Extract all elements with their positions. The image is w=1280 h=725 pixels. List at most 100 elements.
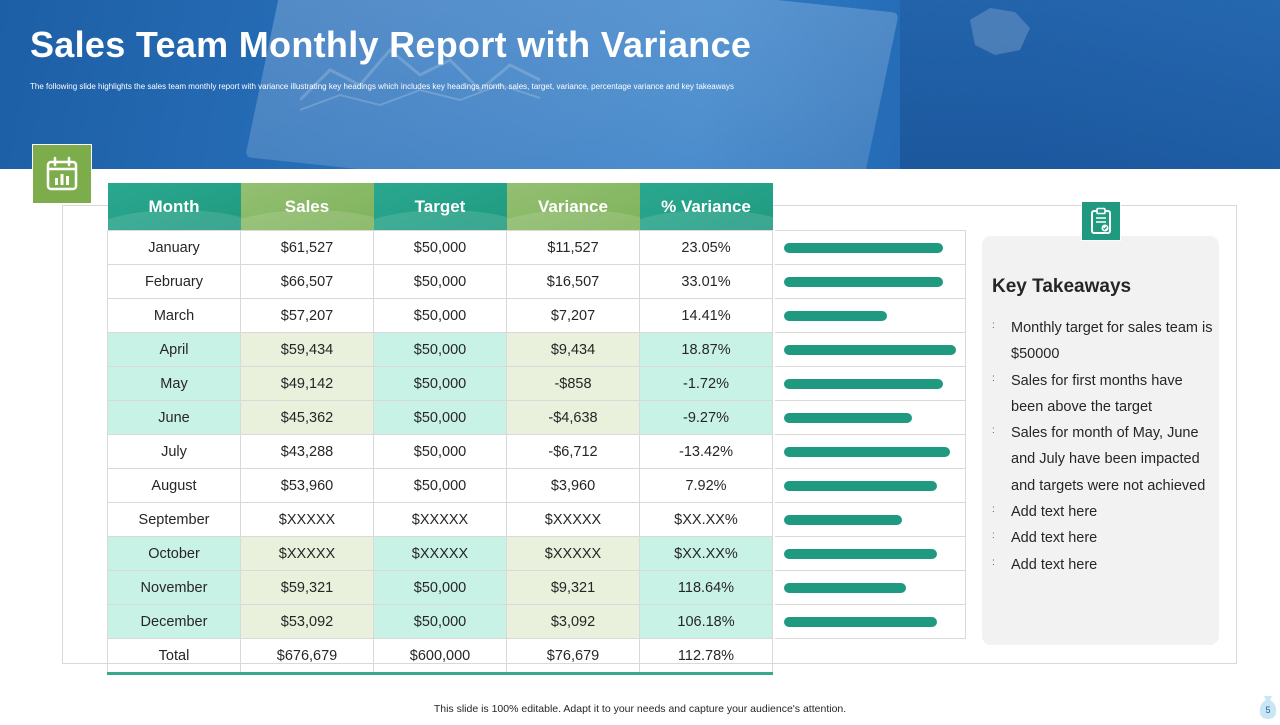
table-cell-variance: $9,321	[506, 570, 640, 605]
table-cell-month: April	[107, 332, 241, 367]
bar-row	[775, 299, 966, 333]
table-row: February $66,507 $50,000 $16,507 33.01%	[107, 264, 773, 299]
table-cell-month: November	[107, 570, 241, 605]
table-cell-month: March	[107, 298, 241, 333]
table-row: October $XXXXX $XXXXX $XXXXX $XX.XX%	[107, 536, 773, 571]
table-cell-sales: $45,362	[240, 400, 374, 435]
table-cell-variance: $16,507	[506, 264, 640, 299]
table-cell-pct: 106.18%	[639, 604, 773, 639]
calendar-chart-icon	[32, 144, 92, 204]
table-cell-month: July	[107, 434, 241, 469]
table-cell-variance: $3,092	[506, 604, 640, 639]
table-row: September $XXXXX $XXXXX $XXXXX $XX.XX%	[107, 502, 773, 537]
total-cell-month: Total	[107, 638, 241, 675]
table-cell-sales: $43,288	[240, 434, 374, 469]
table-cell-target: $50,000	[373, 434, 507, 469]
bar-row	[775, 230, 966, 265]
column-header-sales: Sales	[240, 183, 374, 231]
table-cell-sales: $53,960	[240, 468, 374, 503]
table-row: April $59,434 $50,000 $9,434 18.87%	[107, 332, 773, 367]
variance-bar	[784, 345, 956, 355]
takeaway-item: Sales for first months have been above t…	[992, 366, 1214, 421]
bar-row	[775, 367, 966, 401]
table-cell-variance: $11,527	[506, 230, 640, 265]
total-cell-target: $600,000	[373, 638, 507, 675]
table-cell-sales: $XXXXX	[240, 536, 374, 571]
variance-bar	[784, 243, 943, 253]
variance-bar	[784, 447, 950, 457]
bar-row	[775, 265, 966, 299]
table-cell-variance: -$4,638	[506, 400, 640, 435]
key-takeaways-title: Key Takeaways	[992, 276, 1132, 297]
column-header-variance: Variance	[506, 183, 640, 231]
variance-bar	[784, 413, 912, 423]
table-cell-pct: 18.87%	[639, 332, 773, 367]
table-cell-month: December	[107, 604, 241, 639]
table-cell-variance: -$6,712	[506, 434, 640, 469]
total-cell-sales: $676,679	[240, 638, 374, 675]
table-cell-sales: $53,092	[240, 604, 374, 639]
table-cell-pct: -1.72%	[639, 366, 773, 401]
table-cell-variance: -$858	[506, 366, 640, 401]
table-cell-pct: $XX.XX%	[639, 536, 773, 571]
bar-row	[775, 537, 966, 571]
variance-bar	[784, 583, 906, 593]
table-cell-sales: $66,507	[240, 264, 374, 299]
table-cell-target: $50,000	[373, 230, 507, 265]
footer-note: This slide is 100% editable. Adapt it to…	[433, 703, 847, 715]
header-banner	[0, 0, 1280, 169]
takeaway-item: Sales for month of May, June and July ha…	[992, 418, 1214, 499]
takeaway-item: Add text here	[992, 523, 1214, 551]
table-cell-variance: $7,207	[506, 298, 640, 333]
table-cell-target: $50,000	[373, 604, 507, 639]
table-row: January $61,527 $50,000 $11,527 23.05%	[107, 230, 773, 265]
table-cell-sales: $59,321	[240, 570, 374, 605]
bar-row	[775, 571, 966, 605]
table-cell-target: $50,000	[373, 468, 507, 503]
variance-bar	[784, 379, 943, 389]
page-title: Sales Team Monthly Report with Variance	[30, 24, 752, 65]
variance-bar	[784, 549, 937, 559]
column-header-pct-variance: % Variance	[639, 183, 773, 231]
takeaway-item: Add text here	[992, 550, 1214, 578]
table-cell-pct: -13.42%	[639, 434, 773, 469]
table-cell-target: $XXXXX	[373, 536, 507, 571]
table-row: July $43,288 $50,000 -$6,712 -13.42%	[107, 434, 773, 469]
table-cell-sales: $49,142	[240, 366, 374, 401]
table-row: August $53,960 $50,000 $3,960 7.92%	[107, 468, 773, 503]
table-cell-target: $50,000	[373, 400, 507, 435]
table-cell-target: $50,000	[373, 570, 507, 605]
table-cell-pct: 7.92%	[639, 468, 773, 503]
column-header-target: Target	[373, 183, 507, 231]
page-subtitle: The following slide highlights the sales…	[30, 82, 734, 91]
variance-bar	[784, 515, 902, 525]
page-number-icon: 5	[1258, 693, 1278, 720]
table-cell-variance: $XXXXX	[506, 502, 640, 537]
table-cell-month: October	[107, 536, 241, 571]
table-cell-target: $50,000	[373, 332, 507, 367]
table-cell-variance: $9,434	[506, 332, 640, 367]
table-cell-sales: $59,434	[240, 332, 374, 367]
table-row: November $59,321 $50,000 $9,321 118.64%	[107, 570, 773, 605]
table-cell-target: $50,000	[373, 366, 507, 401]
table-row: June $45,362 $50,000 -$4,638 -9.27%	[107, 400, 773, 435]
sales-variance-table: Month Sales Target Variance % Variance J…	[107, 183, 773, 675]
table-header-row: Month Sales Target Variance % Variance	[107, 183, 773, 231]
table-row: December $53,092 $50,000 $3,092 106.18%	[107, 604, 773, 639]
column-header-month: Month	[107, 183, 241, 231]
key-takeaways-list: Monthly target for sales team is $50000 …	[992, 313, 1214, 578]
table-cell-pct: 118.64%	[639, 570, 773, 605]
bar-row	[775, 435, 966, 469]
table-cell-target: $50,000	[373, 298, 507, 333]
table-cell-pct: 14.41%	[639, 298, 773, 333]
variance-bar-column	[775, 230, 966, 639]
total-cell-pct: 112.78%	[639, 638, 773, 675]
bar-row	[775, 605, 966, 639]
table-cell-sales: $XXXXX	[240, 502, 374, 537]
table-cell-pct: -9.27%	[639, 400, 773, 435]
table-cell-month: June	[107, 400, 241, 435]
page-number: 5	[1265, 705, 1270, 715]
takeaway-item: Monthly target for sales team is $50000	[992, 313, 1214, 368]
table-cell-pct: 33.01%	[639, 264, 773, 299]
takeaway-item: Add text here	[992, 497, 1214, 525]
